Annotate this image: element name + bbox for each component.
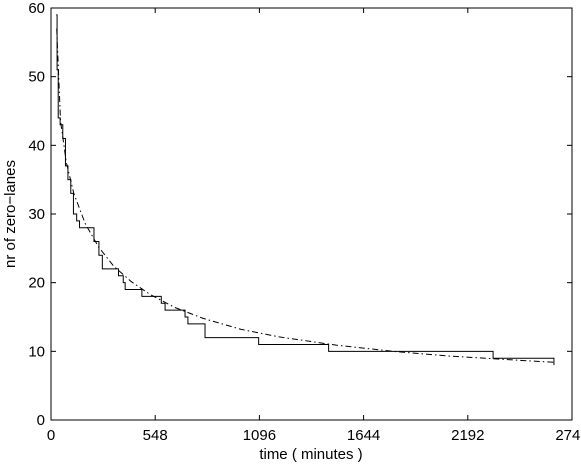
x-tick-label: 2740 xyxy=(555,427,581,444)
y-axis-label: nr of zero−lanes xyxy=(2,160,19,268)
y-tick-label: 40 xyxy=(28,137,45,154)
step-series-line xyxy=(56,14,555,366)
x-axis-label: time ( minutes ) xyxy=(259,446,362,463)
x-tick-label: 548 xyxy=(143,427,168,444)
y-tick-label: 10 xyxy=(28,343,45,360)
x-tick-label: 1644 xyxy=(347,427,380,444)
x-tick-label: 0 xyxy=(47,427,55,444)
y-tick-label: 30 xyxy=(28,206,45,223)
y-tick-label: 20 xyxy=(28,275,45,292)
fitted-curve-line xyxy=(56,28,554,363)
y-tick-label: 0 xyxy=(37,412,45,429)
x-tick-label: 2192 xyxy=(451,427,484,444)
y-tick-label: 50 xyxy=(28,69,45,86)
y-axis-ticks: 0 10 20 30 40 50 60 xyxy=(28,0,572,429)
y-tick-label: 60 xyxy=(28,0,45,17)
x-tick-label: 1096 xyxy=(243,427,276,444)
x-axis-ticks: 0 548 1096 1644 2192 2740 xyxy=(47,8,581,444)
series-layer xyxy=(56,14,555,366)
